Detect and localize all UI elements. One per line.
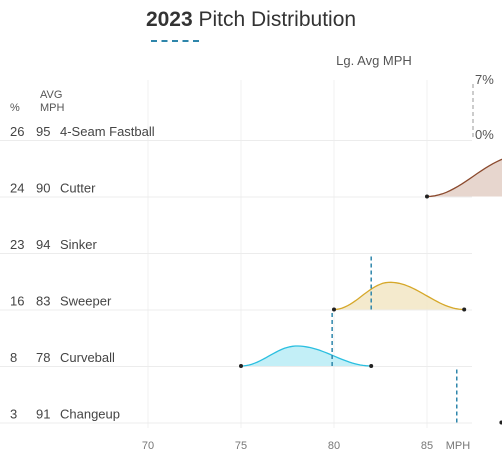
pitch-row: 8 78 Curveball — [0, 310, 472, 368]
min-dot — [332, 307, 336, 312]
pitch-row: 23 94 Sinker — [0, 237, 472, 254]
x-tick-label: 85 — [421, 440, 433, 452]
x-tick-label: 80 — [328, 440, 340, 452]
density-curve — [240, 345, 372, 367]
x-axis-label: MPH — [446, 440, 471, 452]
title-year: 2023 — [145, 8, 193, 31]
pitch-name: Cutter — [60, 181, 96, 196]
pitch-avg: 91 — [36, 407, 50, 422]
chart-title: 2023 Pitch Distribution — [0, 8, 502, 32]
max-dot — [462, 307, 467, 312]
column-header-pct: % — [10, 102, 20, 114]
pitch-avg: 90 — [36, 181, 50, 196]
pitch-name: Sinker — [60, 237, 98, 252]
legend-scale-min: 0% — [475, 127, 494, 142]
max-dot — [369, 364, 374, 368]
column-header-avg-1: AVG — [40, 89, 62, 101]
title-underline — [151, 40, 199, 42]
pitch-row: 26 95 4-Seam Fastball — [0, 124, 472, 141]
min-dot — [239, 364, 243, 368]
density-fill — [427, 159, 502, 197]
pitch-pct: 16 — [10, 294, 24, 309]
legend-avg-label: Lg. Avg MPH — [336, 53, 412, 68]
x-tick-label: 70 — [142, 440, 154, 452]
pitch-row: 3 91 Changeup — [0, 366, 502, 425]
pitch-pct: 23 — [10, 237, 24, 252]
pitch-name: Curveball — [60, 350, 115, 365]
density-fill — [334, 282, 465, 310]
density-fill — [241, 346, 372, 366]
pitch-pct: 26 — [10, 124, 24, 139]
min-dot — [499, 420, 502, 425]
pitch-pct: 3 — [10, 407, 17, 422]
legend-scale-max: 7% — [475, 72, 494, 87]
pitch-row: 24 90 Cutter — [0, 158, 502, 199]
pitch-avg: 94 — [36, 237, 50, 252]
pitch-avg: 78 — [36, 350, 50, 365]
pitch-pct: 24 — [10, 181, 24, 196]
column-header-avg-2: MPH — [40, 102, 65, 114]
min-dot — [425, 194, 429, 199]
density-curve — [426, 158, 502, 198]
pitch-row: 16 83 Sweeper — [0, 253, 472, 312]
x-axis: 707580859095100MPH — [142, 440, 471, 452]
pitch-avg: 83 — [36, 294, 50, 309]
pitch-name: Changeup — [60, 407, 120, 422]
density-curve — [333, 281, 465, 311]
x-tick-label: 75 — [235, 440, 247, 452]
pitch-name: Sweeper — [60, 294, 112, 309]
pitch-pct: 8 — [10, 350, 17, 365]
pitch-avg: 95 — [36, 124, 50, 139]
pitch-name: 4-Seam Fastball — [60, 124, 155, 139]
title-text: Pitch Distribution — [198, 8, 357, 31]
